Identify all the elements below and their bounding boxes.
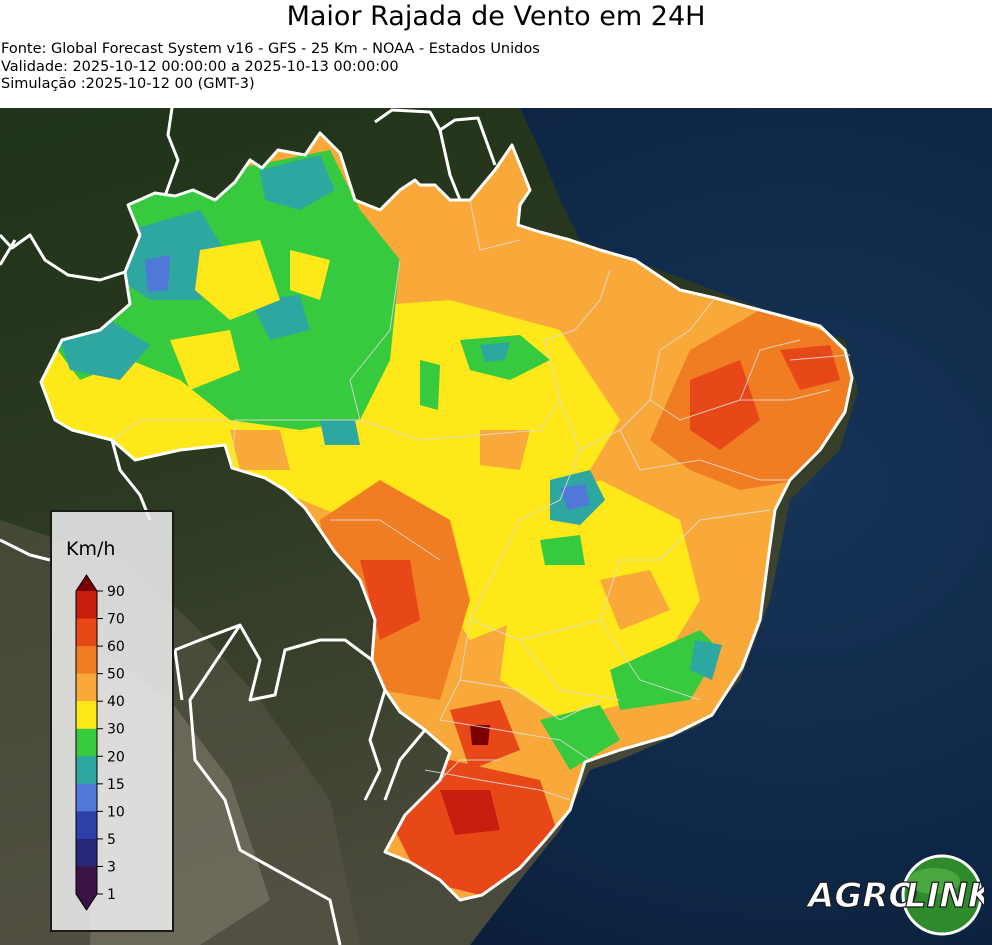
colorbar-segment [76,646,97,675]
colorbar-tick-label: 50 [107,667,125,683]
colorbar-max-arrow [76,575,97,591]
logo-text-link: LINK [905,876,984,916]
colorbar-tick-label: 60 [107,639,125,655]
colorbar-segment [76,728,97,757]
colorbar-tick-label: 5 [107,832,116,848]
colorbar-segment [76,811,97,840]
wind-gust-map [0,108,992,945]
colorbar-segment [76,591,97,620]
map-metadata: Fonte: Global Forecast System v16 - GFS … [1,41,540,94]
colorbar-tick-label: 70 [107,612,125,628]
colorbar-segment [76,838,97,867]
simulation-line: Simulação :2025-10-12 00 (GMT-3) [1,76,255,92]
agrolink-logo: AGRO LINK [806,854,984,936]
legend-unit-label: Km/h [66,538,116,560]
colorbar-tick-label: 30 [107,722,125,738]
state-borders [111,199,851,801]
country-borders [0,108,854,945]
colorbar-segment [76,673,97,702]
colorbar-tick-label: 20 [107,749,125,765]
colorbar-segment [76,756,97,785]
map-title: Maior Rajada de Vento em 24H [286,1,706,32]
colorbar-segment [76,783,97,812]
colorbar-tick-label: 15 [107,777,125,793]
logo-text-agro: AGRO [806,876,917,916]
colorbar-tick-label: 1 [107,887,116,903]
source-line: Fonte: Global Forecast System v16 - GFS … [1,41,540,57]
color-legend: Km/h 90 70 60 50 40 30 20 15 10 5 3 1 [50,510,174,932]
colorbar-tick-label: 90 [107,584,125,600]
colorbar-tick-label: 10 [107,804,125,820]
colorbar-segment [76,618,97,647]
colorbar-tick-label: 40 [107,694,125,710]
legend-colorbar: 90 70 60 50 40 30 20 15 10 5 3 1 [75,574,125,911]
colorbar-min-arrow [76,894,97,910]
map-canvas [0,108,992,945]
validity-line: Validade: 2025-10-12 00:00:00 a 2025-10-… [1,58,399,75]
colorbar-segment [76,701,97,730]
colorbar-segment [76,866,97,895]
colorbar-tick-label: 3 [107,859,116,875]
